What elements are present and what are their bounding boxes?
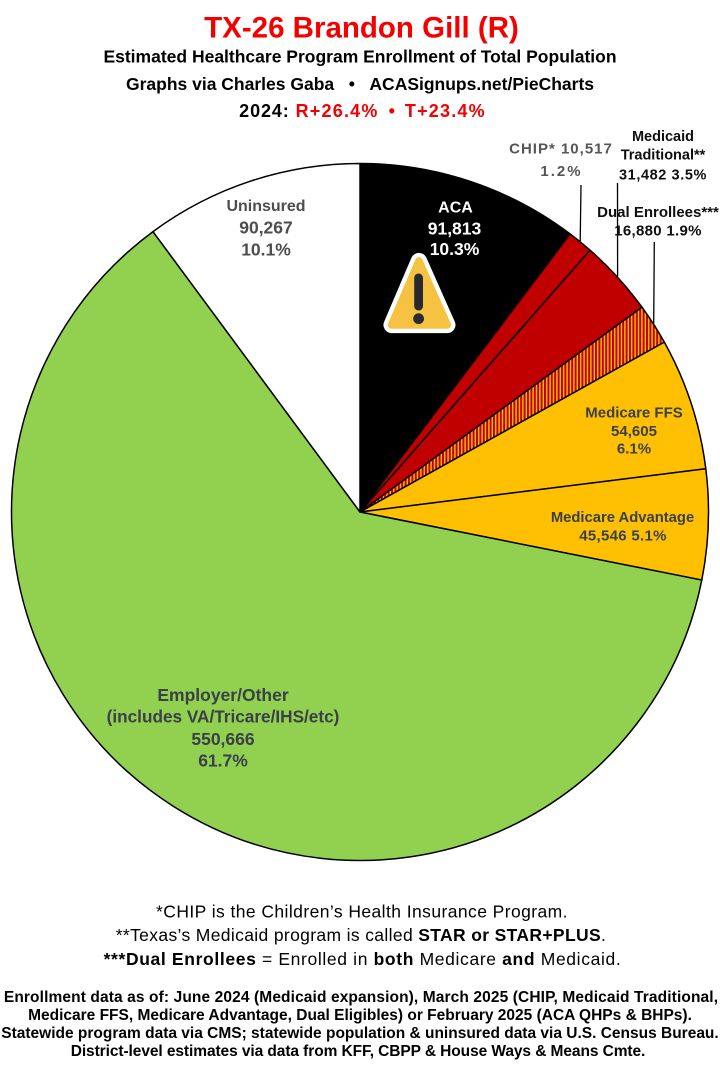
svg-text:Uninsured: Uninsured [226, 198, 305, 215]
svg-text:45,546 5.1%: 45,546 5.1% [579, 528, 667, 545]
svg-text:Statewide program data via CMS: Statewide program data via CMS; statewid… [1, 1025, 718, 1042]
svg-text:District-level estimates via d: District-level estimates via data from K… [71, 1043, 646, 1060]
svg-text:**Texas’s Medicaid program is: **Texas’s Medicaid program is called STA… [116, 925, 606, 945]
svg-text:***Dual Enrollees = Enrolled i: ***Dual Enrollees = Enrolled in both Med… [104, 949, 622, 969]
svg-text:2024: R+26.4% • T+23.4%: 2024: R+26.4% • T+23.4% [239, 101, 486, 121]
svg-text:1.2%: 1.2% [540, 163, 582, 180]
svg-text:Estimated Healthcare Program E: Estimated Healthcare Program Enrollment … [103, 47, 616, 67]
svg-text:TX-26 Brandon Gill (R): TX-26 Brandon Gill (R) [204, 12, 519, 45]
svg-text:CHIP* 10,517: CHIP* 10,517 [509, 141, 613, 158]
svg-text:Medicare FFS: Medicare FFS [585, 405, 683, 422]
svg-text:(includes VA/Tricare/IHS/etc): (includes VA/Tricare/IHS/etc) [107, 707, 340, 727]
svg-text:91,813: 91,813 [428, 219, 482, 239]
svg-text:Traditional**: Traditional** [621, 148, 706, 164]
svg-text:54,605: 54,605 [611, 423, 657, 440]
svg-text:ACA: ACA [438, 199, 473, 216]
svg-text:10.3%: 10.3% [430, 239, 480, 259]
svg-text:Employer/Other: Employer/Other [157, 685, 288, 705]
svg-text:90,267: 90,267 [239, 218, 293, 238]
svg-text:Enrollment data as of: June 20: Enrollment data as of: June 2024 (Medica… [4, 989, 718, 1006]
svg-text:Medicaid: Medicaid [632, 129, 694, 145]
svg-text:6.1%: 6.1% [617, 441, 651, 458]
svg-text:10.1%: 10.1% [241, 240, 291, 260]
svg-text:Medicare Advantage: Medicare Advantage [551, 510, 694, 526]
svg-text:Graphs via Charles Gaba •: Graphs via Charles Gaba • ACASignups.net… [126, 74, 594, 94]
svg-text:31,482 3.5%: 31,482 3.5% [619, 168, 707, 184]
svg-text:61.7%: 61.7% [198, 751, 248, 771]
svg-text:550,666: 550,666 [191, 729, 255, 749]
svg-text:Medicare FFS, Medicare Advanta: Medicare FFS, Medicare Advantage, Dual E… [28, 1007, 692, 1024]
svg-text:Dual Enrollees***: Dual Enrollees*** [597, 204, 719, 221]
svg-text:*CHIP is the Children’s Health: *CHIP is the Children’s Health Insurance… [156, 902, 568, 922]
svg-text:16,880 1.9%: 16,880 1.9% [614, 223, 702, 240]
